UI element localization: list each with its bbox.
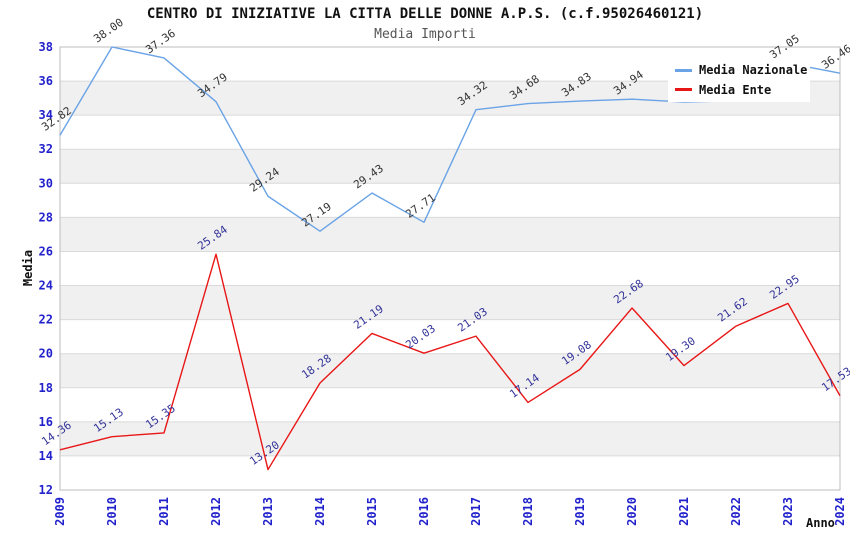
- grid-band: [60, 353, 840, 388]
- x-tick-label: 2020: [625, 497, 639, 526]
- x-tick-label: 2012: [209, 497, 223, 526]
- y-tick-label: 20: [39, 347, 53, 361]
- x-tick-label: 2009: [53, 497, 67, 526]
- y-tick-label: 34: [39, 108, 53, 122]
- x-tick-label: 2022: [729, 497, 743, 526]
- legend-label: Media Ente: [699, 82, 772, 97]
- y-tick-label: 36: [39, 74, 53, 88]
- x-tick-label: 2024: [833, 497, 847, 526]
- y-tick-label: 22: [39, 313, 53, 327]
- plot-border: [59, 46, 841, 491]
- x-tick-label: 2013: [261, 497, 275, 526]
- media-nazionale-line-swatch: [675, 68, 692, 72]
- y-tick-label: 26: [39, 244, 53, 258]
- chart-title: CENTRO DI INIZIATIVE LA CITTA DELLE DONN…: [146, 6, 704, 22]
- x-tick-label: 2018: [521, 497, 535, 526]
- media-ente-line: [59, 253, 841, 471]
- y-tick-label: 12: [39, 483, 53, 497]
- media-ente-line-swatch: [675, 88, 692, 92]
- x-axis-title: Anno: [806, 516, 835, 530]
- chart-subtitle: Media Importi: [374, 27, 476, 42]
- y-tick-label: 28: [39, 210, 53, 224]
- legend: Media Nazionale Media Ente: [668, 58, 810, 102]
- x-tick-label: 2021: [677, 497, 691, 526]
- y-tick-label: 24: [39, 279, 53, 293]
- y-tick-label: 38: [39, 40, 53, 54]
- grid-band: [60, 217, 840, 252]
- legend-item-media-nazionale: Media Nazionale: [675, 63, 810, 77]
- x-tick-label: 2015: [365, 497, 379, 526]
- legend-item-media-ente: Media Ente: [675, 83, 810, 97]
- x-tick-label: 2014: [313, 497, 327, 526]
- y-tick-label: 18: [39, 381, 53, 395]
- data-point-label: 36.46: [819, 42, 850, 72]
- x-tick-label: 2023: [781, 497, 795, 526]
- y-tick-label: 30: [39, 176, 53, 190]
- x-tick-label: 2010: [105, 497, 119, 526]
- grid-band: [60, 285, 840, 320]
- x-tick-label: 2019: [573, 497, 587, 526]
- data-point-label: 20.03: [403, 322, 438, 352]
- y-tick-label: 32: [39, 142, 53, 156]
- grid-band: [60, 421, 840, 456]
- y-tick-label: 14: [39, 449, 53, 463]
- legend-label: Media Nazionale: [699, 63, 808, 78]
- data-point-label: 27.71: [403, 191, 438, 221]
- x-tick-label: 2017: [469, 497, 483, 526]
- y-tick-label: 16: [39, 415, 53, 429]
- x-tick-label: 2016: [417, 497, 431, 526]
- x-tick-label: 2011: [157, 497, 171, 526]
- y-axis-title: Media: [21, 249, 35, 287]
